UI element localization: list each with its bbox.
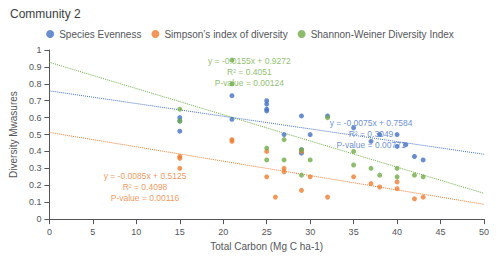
svg-text:0.4: 0.4 bbox=[29, 146, 42, 156]
svg-text:20: 20 bbox=[218, 227, 228, 237]
svg-text:y = -0.0085x + 0.5125: y = -0.0085x + 0.5125 bbox=[104, 171, 187, 181]
svg-text:Species Evenness: Species Evenness bbox=[59, 29, 141, 40]
svg-text:45: 45 bbox=[436, 227, 446, 237]
svg-text:10: 10 bbox=[131, 227, 141, 237]
svg-text:15: 15 bbox=[175, 227, 185, 237]
svg-text:50: 50 bbox=[479, 227, 489, 237]
svg-text:R² = 0.3049: R² = 0.3049 bbox=[349, 129, 394, 139]
svg-text:P-value = 0.00124: P-value = 0.00124 bbox=[215, 78, 285, 88]
svg-text:30: 30 bbox=[305, 227, 315, 237]
svg-text:P-value = 0.00771: P-value = 0.00771 bbox=[336, 140, 406, 150]
svg-text:40: 40 bbox=[392, 227, 402, 237]
svg-text:Total Carbon (Mg C ha-1): Total Carbon (Mg C ha-1) bbox=[210, 241, 323, 252]
svg-text:5: 5 bbox=[90, 227, 95, 237]
svg-text:Community 2: Community 2 bbox=[10, 7, 81, 21]
svg-text:y = -0.0155x + 0.9272: y = -0.0155x + 0.9272 bbox=[208, 56, 291, 66]
svg-text:0.2: 0.2 bbox=[29, 180, 42, 190]
svg-text:0.3: 0.3 bbox=[29, 163, 42, 173]
svg-text:y = -0.0075x + 0.7584: y = -0.0075x + 0.7584 bbox=[330, 118, 413, 128]
svg-text:R² = 0.4098: R² = 0.4098 bbox=[123, 182, 168, 192]
svg-text:Shannon-Weiner Diversity Index: Shannon-Weiner Diversity Index bbox=[311, 29, 454, 40]
svg-text:0.9: 0.9 bbox=[29, 62, 42, 72]
svg-text:R² = 0.4051: R² = 0.4051 bbox=[227, 67, 272, 77]
svg-text:0.6: 0.6 bbox=[29, 113, 42, 123]
svg-text:0: 0 bbox=[36, 214, 41, 224]
svg-text:Simpson’s index of diversity: Simpson’s index of diversity bbox=[164, 29, 287, 40]
svg-text:Diversity Mwasures: Diversity Mwasures bbox=[8, 91, 19, 178]
svg-text:1: 1 bbox=[36, 45, 41, 55]
svg-text:35: 35 bbox=[349, 227, 359, 237]
svg-text:0: 0 bbox=[47, 227, 52, 237]
svg-text:25: 25 bbox=[262, 227, 272, 237]
svg-text:0.8: 0.8 bbox=[29, 79, 42, 89]
svg-text:0.7: 0.7 bbox=[29, 96, 42, 106]
svg-text:P-value = 0.00116: P-value = 0.00116 bbox=[111, 193, 180, 203]
svg-text:0.5: 0.5 bbox=[29, 130, 42, 140]
svg-text:0.1: 0.1 bbox=[29, 197, 42, 207]
